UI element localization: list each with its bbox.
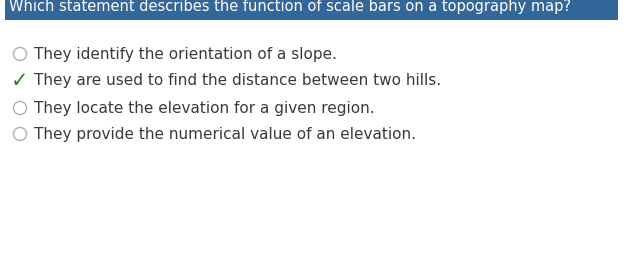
FancyBboxPatch shape <box>5 0 618 20</box>
Text: They are used to find the distance between two hills.: They are used to find the distance betwe… <box>34 73 441 88</box>
Text: They identify the orientation of a slope.: They identify the orientation of a slope… <box>34 46 337 62</box>
Text: Which statement describes the function of scale bars on a topography map?: Which statement describes the function o… <box>9 0 571 13</box>
Text: ✓: ✓ <box>11 71 29 91</box>
Circle shape <box>14 48 26 60</box>
Text: They provide the numerical value of an elevation.: They provide the numerical value of an e… <box>34 126 416 142</box>
Circle shape <box>14 101 26 115</box>
Text: They locate the elevation for a given region.: They locate the elevation for a given re… <box>34 101 374 116</box>
Circle shape <box>14 128 26 140</box>
